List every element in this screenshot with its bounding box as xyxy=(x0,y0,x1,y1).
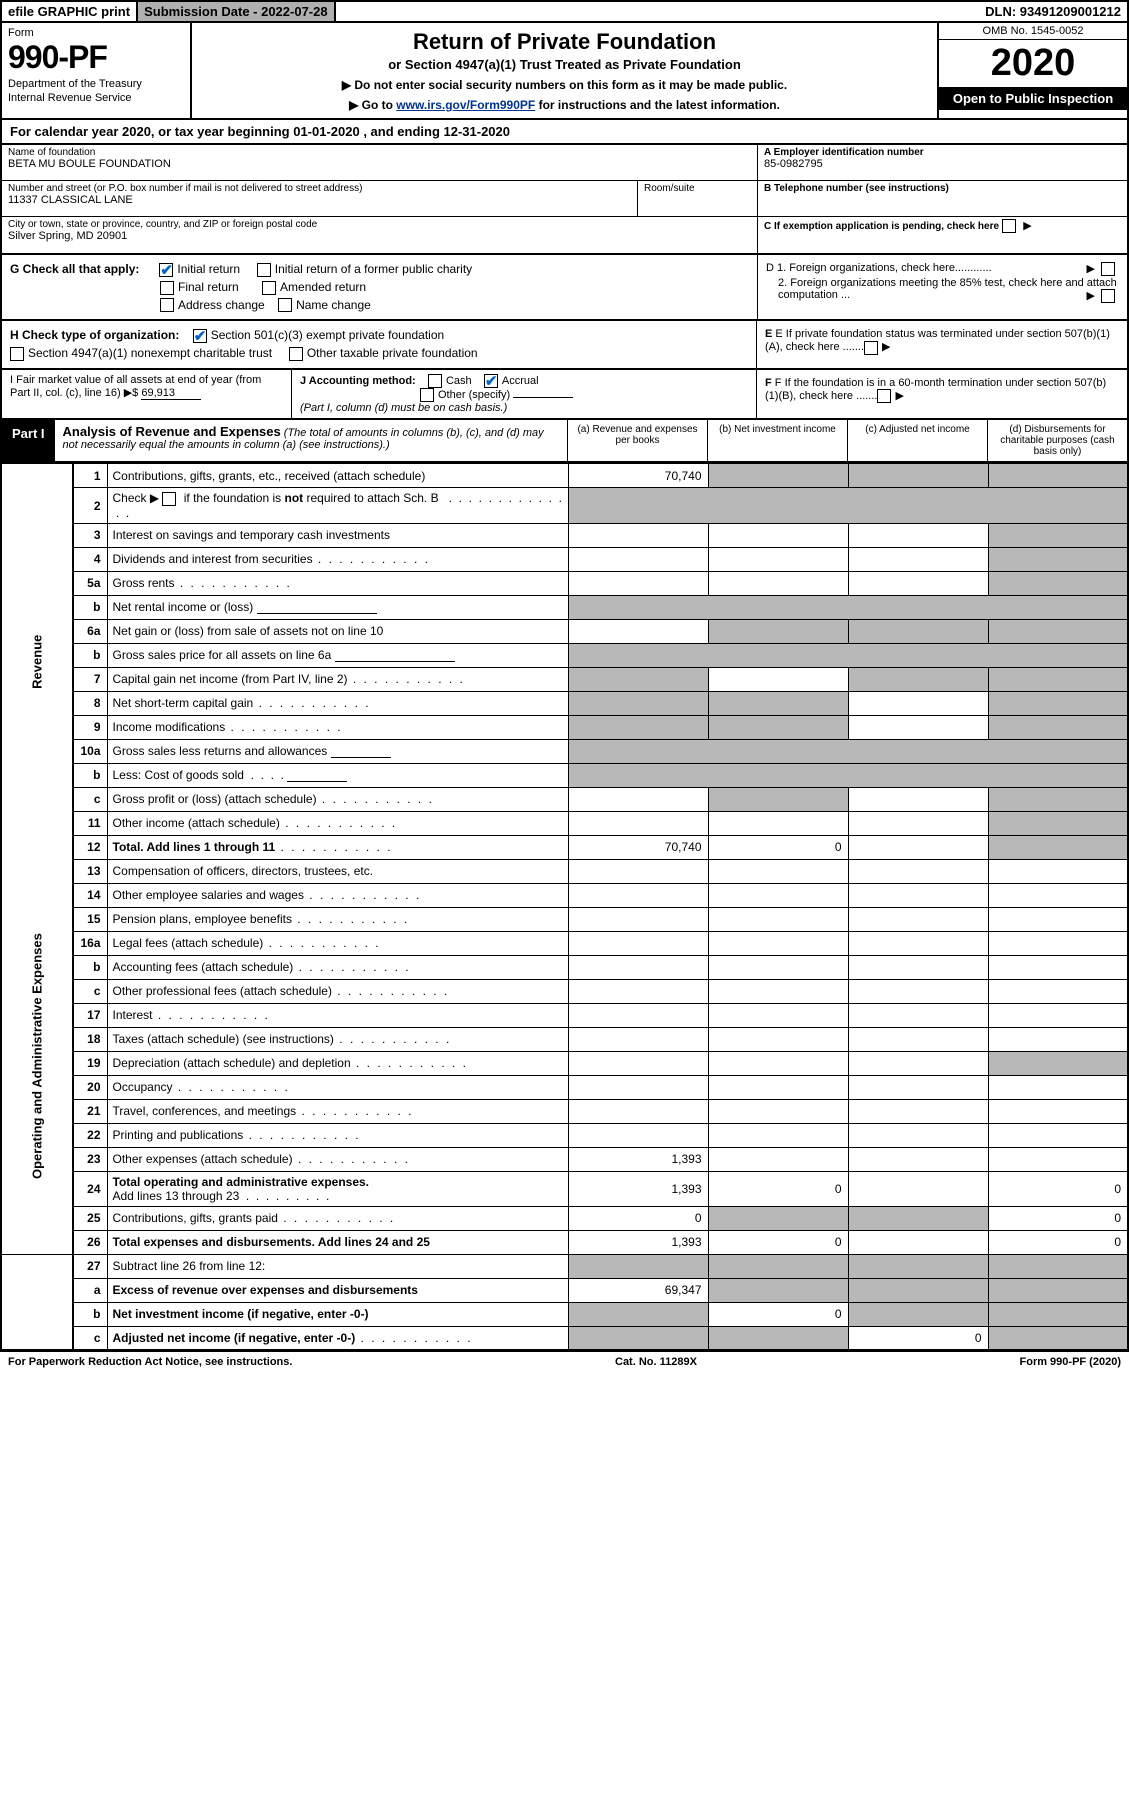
d2-checkbox[interactable] xyxy=(1101,289,1115,303)
ein-value: 85-0982795 xyxy=(764,158,1121,170)
form-label: Form xyxy=(8,27,184,39)
expenses-section-label: Operating and Administrative Expenses xyxy=(1,859,73,1254)
i-arrow: ▶$ xyxy=(124,387,139,399)
tax-year: 2020 xyxy=(939,40,1127,87)
foundation-name: BETA MU BOULE FOUNDATION xyxy=(8,158,751,170)
form-title: Return of Private Foundation xyxy=(200,29,929,55)
page-footer: For Paperwork Reduction Act Notice, see … xyxy=(0,1351,1129,1372)
section-g-d: G Check all that apply: Initial return I… xyxy=(0,255,1129,321)
final-return-checkbox[interactable] xyxy=(160,281,174,295)
part1-header: Part I Analysis of Revenue and Expenses … xyxy=(0,420,1129,463)
city-state-zip: Silver Spring, MD 20901 xyxy=(8,230,751,242)
h-501c3-checkbox[interactable] xyxy=(193,329,207,343)
phone-label: B Telephone number (see instructions) xyxy=(764,183,1121,194)
part1-table: Revenue 1Contributions, gifts, grants, e… xyxy=(0,463,1129,1351)
arrow-icon: ▶ xyxy=(1023,219,1031,232)
name-label: Name of foundation xyxy=(8,147,751,158)
name-change-checkbox[interactable] xyxy=(278,298,292,312)
g-label: G Check all that apply: xyxy=(10,262,139,276)
room-suite-label: Room/suite xyxy=(637,181,757,216)
f-label: F If the foundation is in a 60-month ter… xyxy=(765,377,1106,402)
irs-link[interactable]: www.irs.gov/Form990PF xyxy=(396,98,535,112)
irs-label: Internal Revenue Service xyxy=(8,92,184,104)
paperwork-notice: For Paperwork Reduction Act Notice, see … xyxy=(8,1356,292,1368)
initial-return-checkbox[interactable] xyxy=(159,263,173,277)
d2-label: 2. Foreign organizations meeting the 85%… xyxy=(778,277,1117,301)
section-i-j-f: I Fair market value of all assets at end… xyxy=(0,370,1129,420)
fmv-value: 69,913 xyxy=(141,387,201,400)
j-accrual-checkbox[interactable] xyxy=(484,374,498,388)
f-checkbox[interactable] xyxy=(877,389,891,403)
h-other-checkbox[interactable] xyxy=(289,347,303,361)
col-b-header: (b) Net investment income xyxy=(707,420,847,461)
ssn-warning: ▶ Do not enter social security numbers o… xyxy=(200,78,929,92)
open-inspection: Open to Public Inspection xyxy=(939,87,1127,110)
e-checkbox[interactable] xyxy=(864,341,878,355)
part1-label: Part I xyxy=(2,420,55,461)
calendar-year-line: For calendar year 2020, or tax year begi… xyxy=(0,120,1129,145)
part1-title: Analysis of Revenue and Expenses xyxy=(63,424,281,439)
revenue-section-label: Revenue xyxy=(1,464,73,860)
exemption-pending-label: C If exemption application is pending, c… xyxy=(764,221,999,232)
top-bar: efile GRAPHIC print Submission Date - 20… xyxy=(0,0,1129,23)
omb-number: OMB No. 1545-0052 xyxy=(939,23,1127,40)
initial-former-checkbox[interactable] xyxy=(257,263,271,277)
goto-note: ▶ Go to www.irs.gov/Form990PF for instru… xyxy=(200,98,929,112)
h-4947-checkbox[interactable] xyxy=(10,347,24,361)
dept-treasury: Department of the Treasury xyxy=(8,78,184,90)
j-label: J Accounting method: xyxy=(300,375,416,387)
address-change-checkbox[interactable] xyxy=(160,298,174,312)
form-footer: Form 990-PF (2020) xyxy=(1020,1356,1121,1368)
col-c-header: (c) Adjusted net income xyxy=(847,420,987,461)
amended-return-checkbox[interactable] xyxy=(262,281,276,295)
cat-number: Cat. No. 11289X xyxy=(615,1356,697,1368)
street-address: 11337 CLASSICAL LANE xyxy=(8,194,631,206)
submission-date: Submission Date - 2022-07-28 xyxy=(138,2,336,21)
form-number: 990-PF xyxy=(8,39,184,76)
exemption-pending-checkbox[interactable] xyxy=(1002,219,1016,233)
efile-label[interactable]: efile GRAPHIC print xyxy=(2,2,138,21)
e-label: E If private foundation status was termi… xyxy=(765,328,1110,353)
col-d-header: (d) Disbursements for charitable purpose… xyxy=(987,420,1127,461)
city-label: City or town, state or province, country… xyxy=(8,219,751,230)
j-other-checkbox[interactable] xyxy=(420,388,434,402)
schb-checkbox[interactable] xyxy=(162,492,176,506)
d1-label: D 1. Foreign organizations, check here..… xyxy=(766,262,992,274)
h-label: H Check type of organization: xyxy=(10,328,179,342)
d1-checkbox[interactable] xyxy=(1101,262,1115,276)
j-cash-checkbox[interactable] xyxy=(428,374,442,388)
entity-info: Name of foundation BETA MU BOULE FOUNDAT… xyxy=(0,145,1129,255)
form-header: Form 990-PF Department of the Treasury I… xyxy=(0,23,1129,120)
j-note: (Part I, column (d) must be on cash basi… xyxy=(300,402,748,414)
form-subtitle: or Section 4947(a)(1) Trust Treated as P… xyxy=(200,57,929,72)
section-h-e: H Check type of organization: Section 50… xyxy=(0,321,1129,370)
dln: DLN: 93491209001212 xyxy=(979,2,1127,21)
addr-label: Number and street (or P.O. box number if… xyxy=(8,183,631,194)
col-a-header: (a) Revenue and expenses per books xyxy=(567,420,707,461)
ein-label: A Employer identification number xyxy=(764,147,1121,158)
